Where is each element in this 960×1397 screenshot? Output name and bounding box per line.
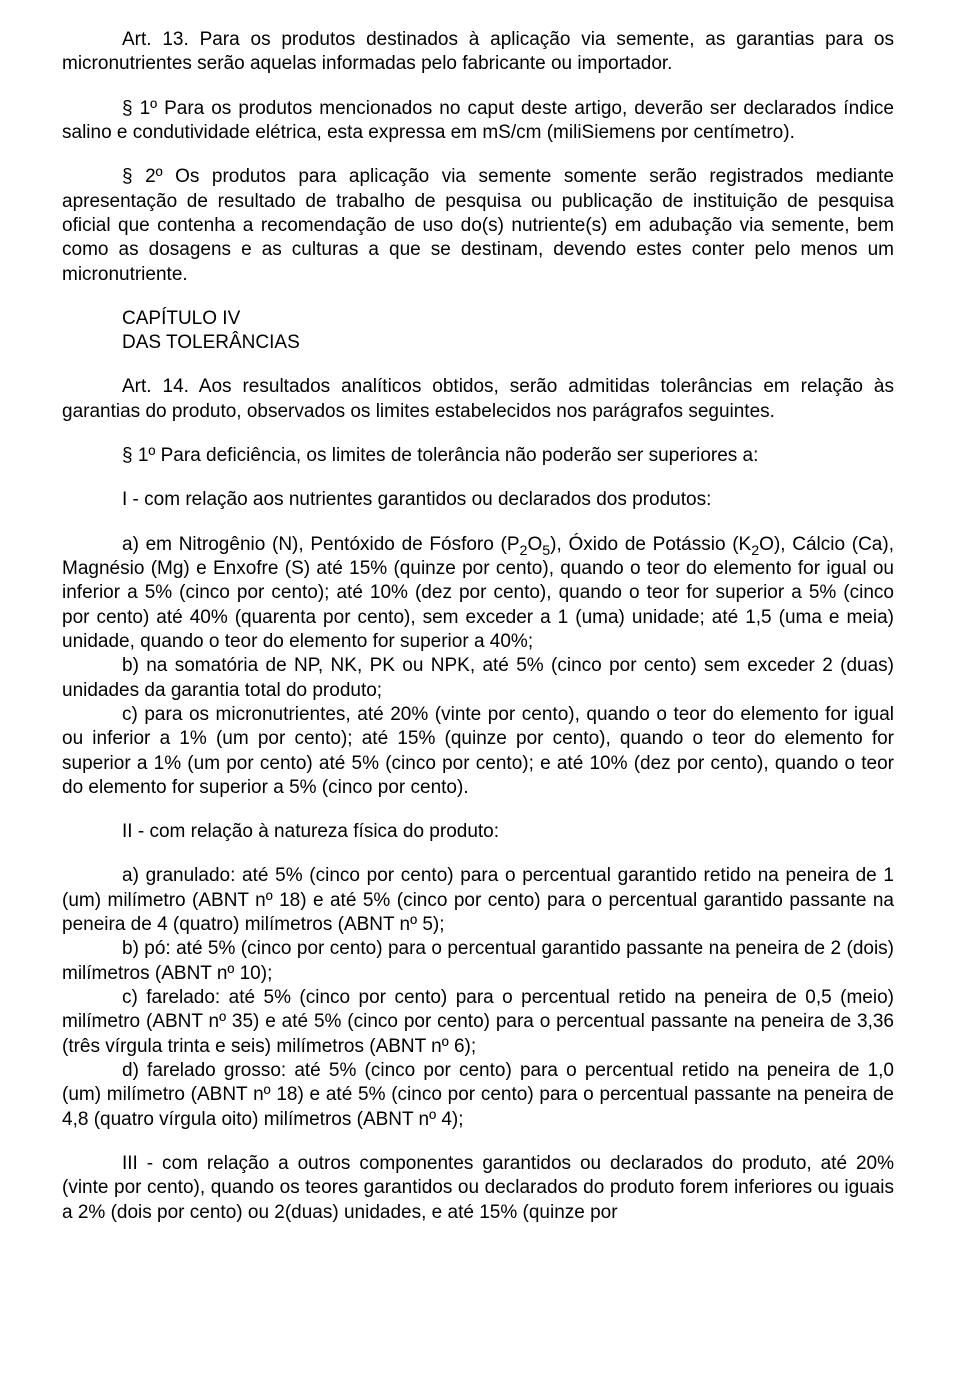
subscript: 2: [751, 542, 759, 558]
art13-paragraph-1: § 1º Para os produtos mencionados no cap…: [62, 97, 894, 146]
item-III: III - com relação a outros componentes g…: [62, 1152, 894, 1225]
subscript: 5: [542, 542, 550, 558]
document-page: Art. 13. Para os produtos destinados à a…: [0, 0, 960, 1225]
text-fragment: O: [527, 534, 542, 555]
item-I-list: a) em Nitrogênio (N), Pentóxido de Fósfo…: [62, 533, 894, 800]
item-I-a: a) em Nitrogênio (N), Pentóxido de Fósfo…: [62, 533, 894, 655]
art14-paragraph-1: § 1º Para deficiência, os limites de tol…: [62, 444, 894, 468]
item-II-a: a) granulado: até 5% (cinco por cento) p…: [62, 864, 894, 937]
art13-paragraph-2: § 2º Os produtos para aplicação via seme…: [62, 165, 894, 287]
chapter-title: DAS TOLERÂNCIAS: [122, 331, 894, 355]
chapter-number: CAPÍTULO IV: [122, 307, 894, 331]
item-II-list: a) granulado: até 5% (cinco por cento) p…: [62, 864, 894, 1131]
article-13: Art. 13. Para os produtos destinados à a…: [62, 28, 894, 77]
item-II-b: b) pó: até 5% (cinco por cento) para o p…: [62, 937, 894, 986]
text-fragment: ), Óxido de Potássio (K: [550, 534, 751, 555]
item-I-heading: I - com relação aos nutrientes garantido…: [62, 488, 894, 512]
article-14: Art. 14. Aos resultados analíticos obtid…: [62, 375, 894, 424]
item-II-heading: II - com relação à natureza física do pr…: [62, 820, 894, 844]
item-I-b: b) na somatória de NP, NK, PK ou NPK, at…: [62, 654, 894, 703]
item-I-c: c) para os micronutrientes, até 20% (vin…: [62, 703, 894, 800]
item-II-d: d) farelado grosso: até 5% (cinco por ce…: [62, 1059, 894, 1132]
chapter-heading: CAPÍTULO IV DAS TOLERÂNCIAS: [122, 307, 894, 356]
item-II-c: c) farelado: até 5% (cinco por cento) pa…: [62, 986, 894, 1059]
text-fragment: a) em Nitrogênio (N), Pentóxido de Fósfo…: [122, 534, 520, 555]
